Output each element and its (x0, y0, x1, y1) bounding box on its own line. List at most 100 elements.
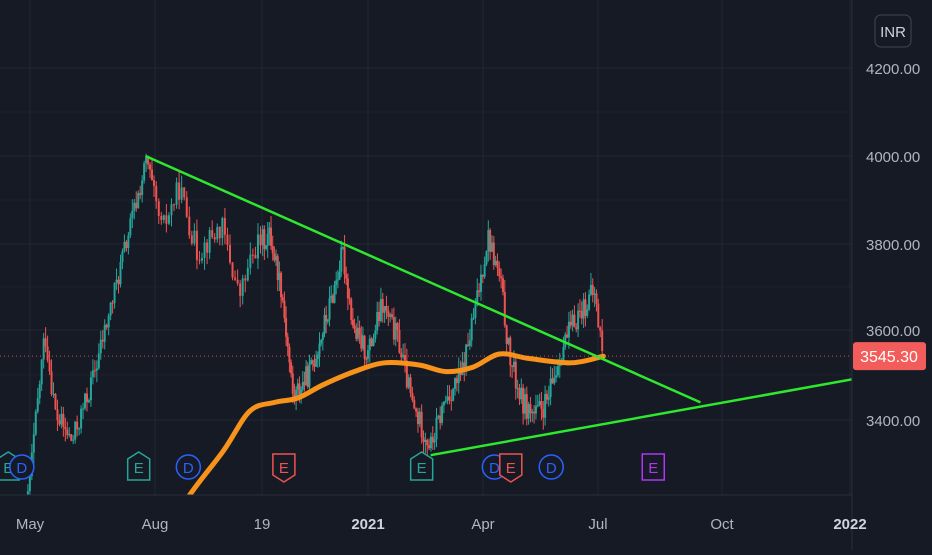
candle-body (547, 397, 550, 400)
candle-body (228, 244, 231, 263)
candle-body (348, 298, 351, 300)
earnings-marker-shape (641, 453, 666, 481)
candle-body (411, 392, 414, 400)
candle-body (251, 254, 254, 256)
candle-body (167, 215, 170, 224)
candle-body (503, 291, 506, 326)
earnings-marker-shape (499, 453, 523, 483)
candle-body (58, 420, 61, 425)
currency-badge[interactable]: INR (874, 14, 912, 48)
dividend-marker[interactable]: D (538, 454, 564, 480)
earnings-marker-shape (272, 453, 296, 483)
event-marker-label: D (183, 460, 194, 477)
candle-body (452, 388, 455, 401)
candle-body (68, 434, 71, 436)
candle-body (538, 401, 541, 405)
candle-body (333, 284, 336, 303)
earnings-marker-shape (409, 451, 434, 481)
candle-body (301, 381, 304, 390)
candle-body (173, 204, 176, 206)
candle-body (551, 378, 554, 384)
event-marker-label: D (489, 460, 500, 477)
candle-body (514, 361, 517, 389)
time-axis-panel (0, 495, 852, 550)
earnings-marker[interactable]: E (272, 453, 296, 483)
y-tick-label: 3800.00 (866, 237, 920, 254)
candle-body (109, 302, 112, 316)
candle-body (569, 321, 572, 326)
candle-body (575, 327, 578, 330)
candle-body (394, 323, 397, 340)
candle-body (131, 210, 134, 219)
moving-average-line (152, 351, 606, 555)
candle-body (353, 325, 356, 329)
candle-body (280, 272, 283, 298)
dividend-marker[interactable]: D (175, 454, 202, 480)
candle-body (318, 343, 321, 355)
candle-body (472, 317, 475, 319)
candle-body (492, 242, 495, 265)
candle-body (589, 284, 592, 295)
candle-body (80, 408, 83, 429)
candle-body (465, 344, 468, 371)
earnings-marker[interactable]: E (409, 451, 434, 481)
candle-body (89, 377, 92, 401)
candle-body (523, 394, 526, 414)
candle-body (330, 295, 333, 299)
candle-body (105, 324, 108, 328)
earnings-marker[interactable]: E (641, 453, 666, 481)
candle-body (218, 226, 221, 239)
candle-body (265, 245, 268, 249)
candle-body (266, 234, 269, 246)
x-tick-label: May (16, 516, 45, 533)
candle-body (64, 426, 67, 430)
candle-body (355, 328, 358, 339)
trendline-resistance[interactable] (144, 154, 701, 404)
candle-body (549, 378, 552, 398)
candle-body (518, 388, 521, 400)
candle-body (107, 315, 110, 328)
earnings-marker[interactable]: E (499, 453, 523, 483)
candle-body (383, 305, 386, 313)
trendlines[interactable] (144, 154, 859, 457)
candle-body (500, 276, 503, 279)
candle-body (84, 393, 87, 409)
trendline-support[interactable] (430, 376, 859, 457)
x-tick-label: Oct (710, 516, 734, 533)
candle-body (567, 321, 570, 338)
candle-body (213, 237, 216, 240)
dividend-marker[interactable]: D (9, 454, 35, 480)
candle-body (442, 401, 445, 406)
event-marker-label: D (16, 460, 27, 477)
candle-body (34, 411, 37, 435)
candle-body (137, 192, 140, 209)
candle-body (409, 377, 412, 393)
candle-body (439, 415, 442, 423)
candle-body (305, 366, 308, 386)
candle-body (368, 338, 371, 351)
candle-body (372, 338, 375, 346)
candle-body (476, 290, 479, 305)
candle-body (422, 437, 425, 442)
candle-body (42, 338, 45, 360)
candle-body (121, 251, 124, 263)
last-price-label: 3545.30 (860, 349, 918, 366)
candle-body (298, 383, 301, 395)
candle-body (555, 375, 558, 378)
candle-body (155, 185, 158, 202)
earnings-marker[interactable]: E (126, 451, 151, 481)
candle-body (325, 314, 328, 322)
candle-body (444, 400, 447, 402)
candle-body (223, 217, 226, 235)
candle-body (99, 339, 102, 354)
candle-body (54, 393, 57, 410)
candle-body (534, 406, 537, 414)
candle-body (135, 202, 138, 209)
candle-body (249, 254, 252, 268)
candle-body (290, 362, 293, 374)
candle-body (522, 387, 525, 414)
